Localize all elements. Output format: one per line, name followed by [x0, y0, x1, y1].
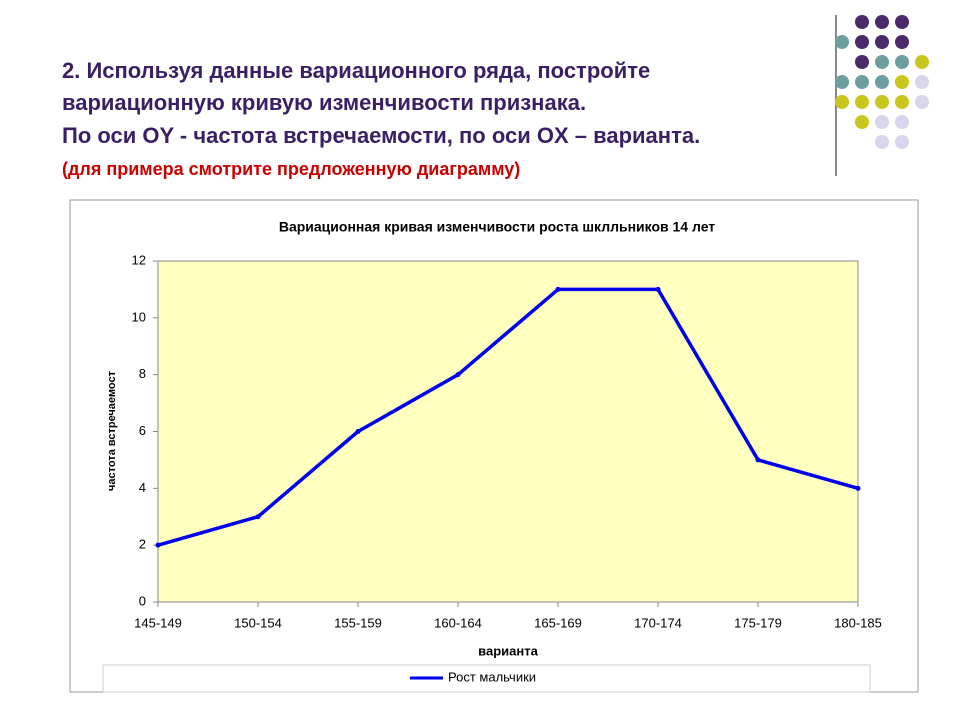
- y-tick-label: 4: [139, 480, 146, 495]
- point: [355, 429, 361, 434]
- y-tick-label: 2: [139, 537, 146, 552]
- series-line: [157, 287, 859, 547]
- point: [855, 485, 861, 491]
- point: [555, 286, 561, 292]
- heading-line: вариационную кривую изменчивости признак…: [62, 90, 586, 115]
- x-tick-label: 165-169: [534, 615, 582, 630]
- point: [655, 286, 661, 292]
- y-tick-label: 0: [139, 593, 146, 608]
- x-tick-label: 145-149: [134, 615, 182, 630]
- x-tick-label: 175-179: [734, 615, 782, 630]
- x-tick-label: 170-174: [634, 615, 682, 630]
- note: (для примера смотрите предложенную диагр…: [62, 159, 520, 179]
- x-tick-label: 150-154: [234, 615, 282, 630]
- point: [755, 457, 761, 463]
- legend-label: Рост мальчики: [448, 669, 536, 684]
- x-tick-label: 155-159: [334, 615, 382, 630]
- x-axis-title: варианта: [478, 643, 538, 658]
- y-tick-label: 12: [132, 252, 146, 267]
- heading-line: По оси OY - частота встречаемости, по ос…: [62, 123, 700, 148]
- y-tick-label: 8: [139, 366, 146, 381]
- x-tick-label: 160-164: [434, 615, 482, 630]
- y-tick-label: 10: [132, 309, 146, 324]
- legend: [102, 664, 871, 693]
- point: [455, 372, 461, 378]
- point: [255, 514, 261, 520]
- x-tick-label: 180-185: [834, 615, 882, 630]
- point: [155, 542, 161, 548]
- heading-line: 2. Используя данные вариационного ряда, …: [62, 58, 650, 83]
- plot-area: [157, 260, 859, 603]
- decoration: [835, 15, 929, 176]
- y-tick-label: 6: [139, 423, 146, 438]
- chart-title: Вариационная кривая изменчивости роста ш…: [279, 219, 715, 235]
- y-axis-title: частота встречаемост: [106, 370, 118, 491]
